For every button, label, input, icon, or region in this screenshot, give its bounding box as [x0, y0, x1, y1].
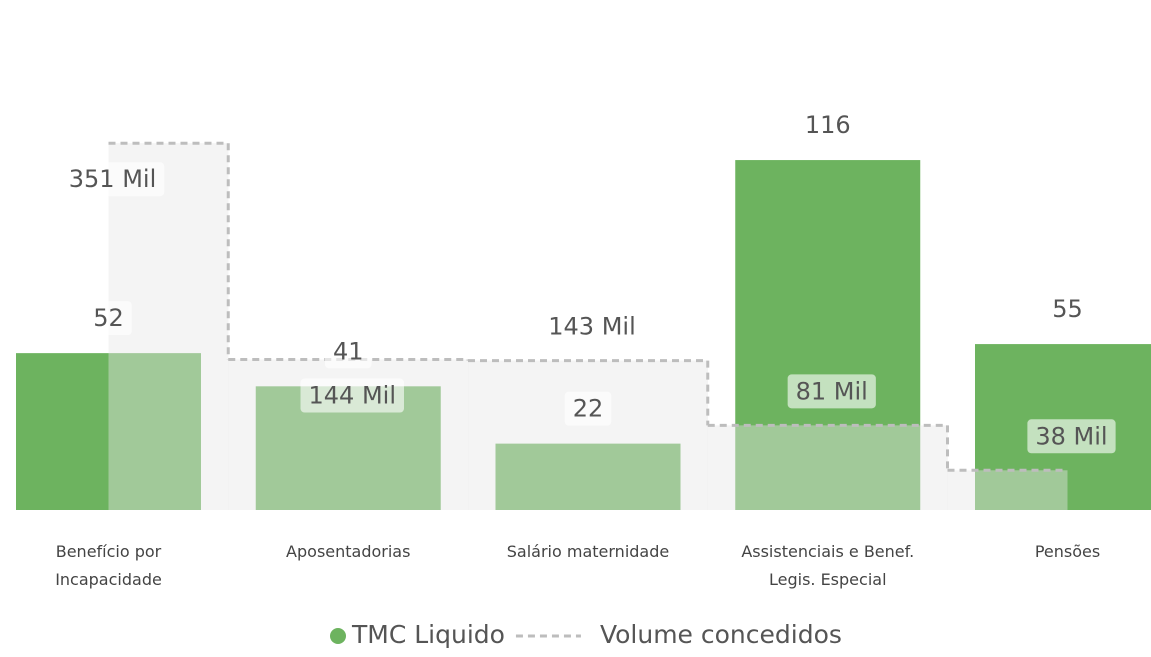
legend-label: TMC Liquido [351, 620, 505, 649]
volume-area [707, 425, 948, 510]
legend-marker [330, 628, 346, 644]
volume-label-bg [60, 162, 165, 197]
x-tick-label: Pensões [1034, 542, 1101, 561]
bar-label-bg [85, 301, 132, 336]
bar [16, 353, 201, 510]
bar-label-bg [324, 334, 372, 369]
volume-label: 144 Mil [309, 382, 396, 410]
volume-label: 143 Mil [548, 313, 635, 341]
volume-label-group: 144 Mil [300, 378, 404, 413]
bar-label-bg [1044, 292, 1091, 327]
volume-label-bg [1027, 419, 1116, 454]
bar [735, 160, 921, 511]
volume-label: 38 Mil [1035, 422, 1107, 450]
volume-area [947, 470, 1068, 510]
x-tick-label: Salário maternidade [506, 542, 670, 561]
bar-label-group: 41 [324, 334, 372, 369]
bar-label-group: 55 [1044, 292, 1091, 327]
bar [495, 443, 681, 510]
bar-label-group: 22 [564, 391, 612, 426]
volume-area [468, 360, 708, 510]
volume-label-group: 351 Mil [60, 162, 165, 197]
volume-label-group: 81 Mil [787, 374, 876, 409]
bar-label: 55 [1052, 295, 1083, 323]
volume-label-group: 143 Mil [540, 309, 644, 344]
volume-label: 351 Mil [69, 165, 156, 193]
volume-label-bg [787, 374, 876, 409]
volume-label: 81 Mil [796, 377, 868, 405]
bar-label: 116 [805, 111, 851, 139]
bar-label-bg [796, 108, 859, 143]
bar-label-group: 52 [85, 301, 132, 336]
x-tick-label: Benefício por Incapacidade [55, 542, 162, 589]
bar-label-bg [564, 391, 612, 426]
bar-label: 22 [573, 395, 604, 423]
x-tick-label: Aposentadorias [286, 542, 411, 561]
volume-label-bg [540, 309, 644, 344]
legend-label: Volume concedidos [600, 620, 842, 649]
bar-label: 52 [93, 304, 124, 332]
bar-label: 41 [333, 337, 364, 365]
bar-label-group: 116 [796, 108, 859, 143]
x-tick-label: Assistenciais e Benef. Legis. Especial [741, 542, 915, 589]
volume-label-bg [300, 378, 404, 413]
volume-label-group: 38 Mil [1027, 419, 1116, 454]
